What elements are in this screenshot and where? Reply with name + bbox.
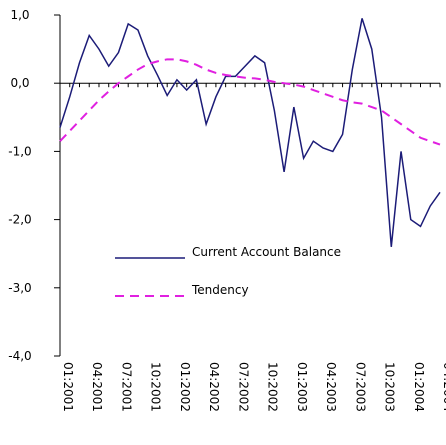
x-tick-label: 04:2003: [324, 362, 338, 412]
x-tick-label: 01:2001: [61, 362, 75, 412]
x-tick-label: 04:2001: [90, 362, 104, 412]
y-tick-label: 0,0: [10, 76, 29, 90]
x-tick-label: 10:2002: [266, 362, 280, 412]
x-tick-label: 04:2004: [441, 362, 446, 412]
x-tick-label: 10:2003: [383, 362, 397, 412]
legend-label: Tendency: [191, 283, 249, 297]
y-tick-label: 1,0: [10, 8, 29, 22]
x-tick-label: 01:2002: [178, 362, 192, 412]
x-tick-label: 07:2001: [119, 362, 133, 412]
y-tick-label: -3,0: [8, 281, 31, 295]
y-tick-label: -4,0: [8, 349, 31, 363]
x-tick-label: 07:2003: [353, 362, 367, 412]
x-tick-label: 04:2002: [207, 362, 221, 412]
x-tick-label: 01:2003: [295, 362, 309, 412]
x-tick-label: 07:2002: [236, 362, 250, 412]
x-tick-label: 10:2001: [149, 362, 163, 412]
legend-label: Current Account Balance: [192, 245, 341, 259]
y-tick-label: -1,0: [8, 144, 31, 158]
x-tick-label: 01:2004: [412, 362, 426, 412]
y-tick-label: -2,0: [8, 213, 31, 227]
series-line: [59, 18, 441, 247]
